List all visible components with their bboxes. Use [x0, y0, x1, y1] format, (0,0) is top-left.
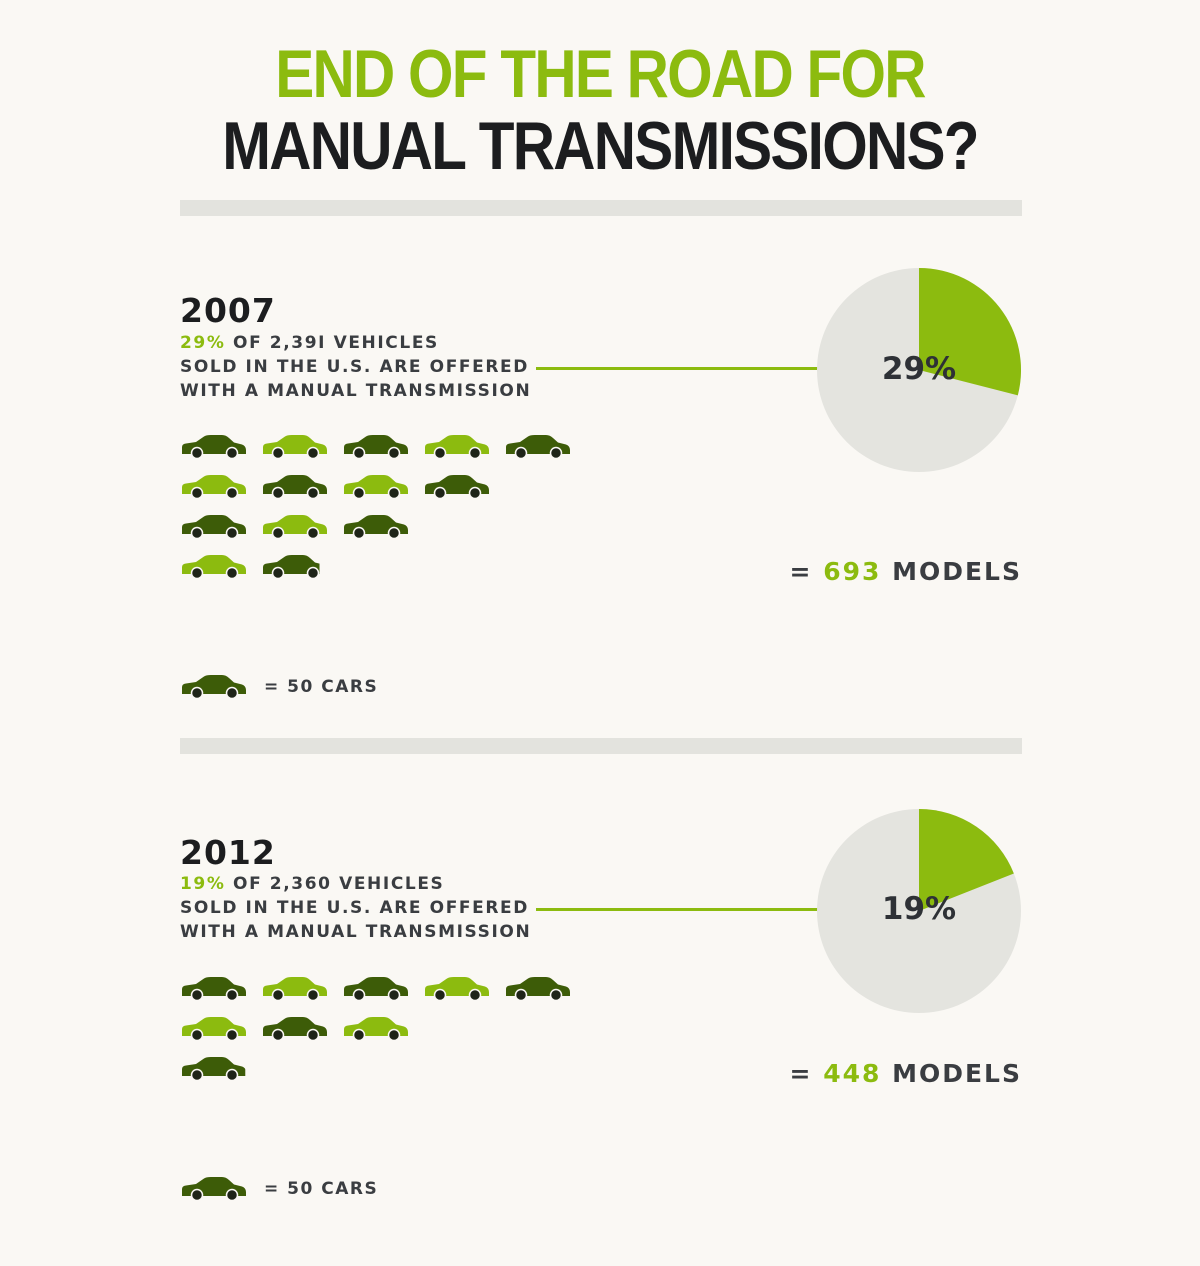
- models-value: 693: [823, 557, 882, 586]
- leader-line: [536, 908, 848, 911]
- car-icon: [506, 435, 570, 460]
- legend-text: = 50 CARS: [264, 1179, 379, 1199]
- car-icon: [182, 977, 246, 1002]
- car-icon: [182, 475, 246, 500]
- models-count: = 693 MODELS: [790, 559, 1022, 584]
- pie-slice-manual: [919, 268, 1022, 396]
- year-label: 2012: [180, 833, 276, 872]
- description-line-3: WITH A MANUAL TRANSMISSION: [180, 922, 532, 942]
- title-line-2: MANUAL TRANSMISSIONS?: [222, 108, 979, 184]
- car-pictogram: [182, 977, 570, 1082]
- car-icon: [182, 1177, 246, 1202]
- car-icon: [263, 977, 327, 1002]
- models-prefix: =: [789, 557, 824, 586]
- legend: = 50 CARS: [180, 1174, 440, 1204]
- car-icon: [263, 515, 327, 540]
- car-icon: [506, 977, 570, 1002]
- description-line-2: SOLD IN THE U.S. ARE OFFERED: [180, 898, 529, 918]
- description-line-2: SOLD IN THE U.S. ARE OFFERED: [180, 357, 529, 377]
- car-icon: [425, 977, 489, 1002]
- pie-chart: [817, 268, 1022, 472]
- description: 29% OF 2,39I VEHICLES SOLD IN THE U.S. A…: [180, 331, 531, 403]
- description-percent: 29%: [180, 333, 226, 353]
- car-icon: [263, 475, 327, 500]
- models-count: = 448 MODELS: [790, 1061, 1022, 1086]
- car-icon: [344, 515, 408, 540]
- pie-chart: [817, 809, 1021, 1013]
- car-icon: [263, 1017, 327, 1042]
- car-icon: [425, 475, 489, 500]
- car-icon: [182, 515, 246, 540]
- car-icon: [263, 555, 320, 580]
- car-icon: [182, 675, 246, 700]
- models-prefix: =: [789, 1059, 824, 1088]
- car-icon: [182, 675, 246, 700]
- models-suffix: MODELS: [881, 557, 1022, 586]
- models-value: 448: [823, 1059, 882, 1088]
- models-suffix: MODELS: [881, 1059, 1022, 1088]
- divider-top: [180, 200, 1022, 216]
- description-line-3: WITH A MANUAL TRANSMISSION: [180, 381, 532, 401]
- leader-line: [536, 367, 848, 370]
- year-label: 2007: [180, 291, 276, 330]
- car-icon: [344, 1017, 408, 1042]
- pie-percent-label: 29%: [881, 351, 957, 387]
- car-icon: [425, 435, 489, 460]
- title-line-1: END OF THE ROAD FOR: [275, 36, 926, 112]
- car-icon: [182, 435, 246, 460]
- car-icon: [344, 475, 408, 500]
- description-line-1-text: OF 2,39I VEHICLES: [225, 333, 439, 353]
- legend: = 50 CARS: [180, 672, 440, 702]
- car-icon: [182, 1057, 246, 1082]
- description-line-1-text: OF 2,360 VEHICLES: [225, 874, 445, 894]
- description: 19% OF 2,360 VEHICLES SOLD IN THE U.S. A…: [180, 872, 531, 944]
- pie-percent-label: 19%: [881, 891, 957, 927]
- car-icon: [182, 555, 246, 580]
- description-line-1: 19% OF 2,360 VEHICLES: [180, 872, 531, 896]
- car-icon: [263, 435, 327, 460]
- car-icon: [182, 1177, 246, 1202]
- description-line-1: 29% OF 2,39I VEHICLES: [180, 331, 531, 355]
- car-icon: [344, 435, 408, 460]
- car-icon: [182, 1017, 246, 1042]
- divider-middle: [180, 738, 1022, 754]
- legend-text: = 50 CARS: [264, 677, 379, 697]
- description-percent: 19%: [180, 874, 226, 894]
- pie-slice-manual: [919, 809, 1014, 911]
- car-pictogram: [182, 435, 570, 580]
- car-icon: [344, 977, 408, 1002]
